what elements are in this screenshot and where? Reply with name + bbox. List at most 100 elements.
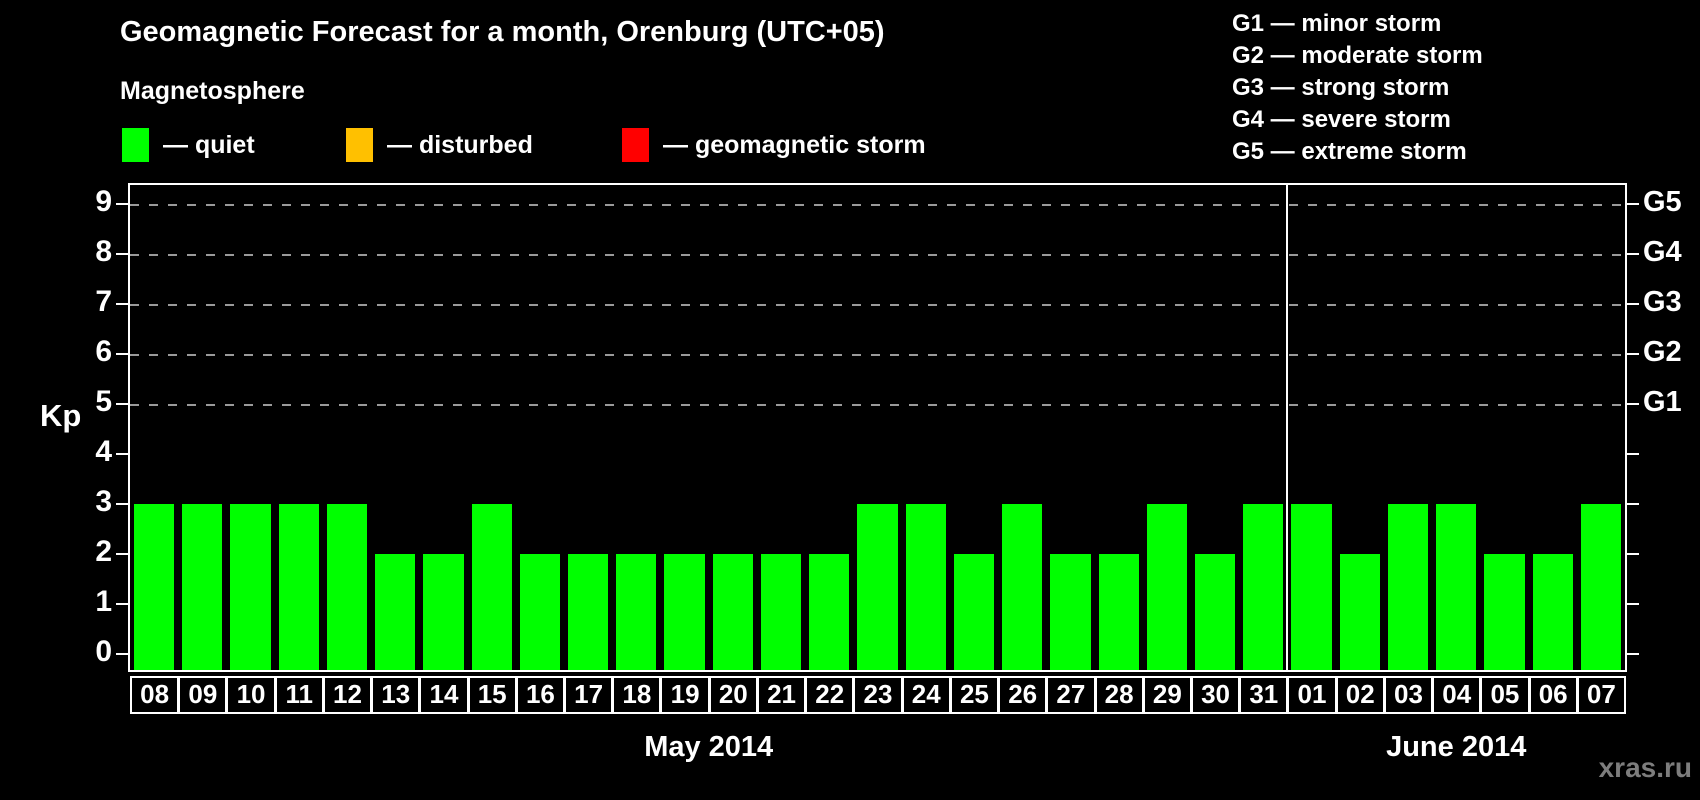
- day-label: 18: [612, 676, 662, 714]
- y-tick-label: 7: [95, 285, 112, 318]
- y-axis-tick: [116, 403, 128, 405]
- day-label: 16: [515, 676, 566, 714]
- right-axis-tick: [1627, 453, 1639, 455]
- y-tick-label: 8: [95, 235, 112, 268]
- day-label: 30: [1190, 676, 1241, 714]
- day-label: 05: [1480, 676, 1530, 714]
- y-axis-tick: [116, 453, 128, 455]
- kp-bar: [375, 554, 416, 670]
- legend-item-storm: — geomagnetic storm: [622, 126, 926, 164]
- g-scale-legend-line: G4 — severe storm: [1232, 106, 1451, 133]
- kp-bar: [809, 554, 850, 670]
- kp-bar: [471, 504, 512, 670]
- right-axis-tick: [1627, 603, 1639, 605]
- y-axis-tick: [116, 353, 128, 355]
- chart-area: 0 1 2 3 4 5 6 7 8 9 G1 G2 G3 G4 G5 08 09 10 11 12 13 14 15 16 17…: [95, 183, 1682, 763]
- day-label: 27: [1046, 676, 1096, 714]
- kp-bar: [1194, 554, 1236, 670]
- kp-bar: [712, 554, 753, 670]
- y-tick-label: 4: [95, 435, 112, 468]
- day-label: 20: [708, 676, 758, 714]
- g-scale-legend: G1 — minor storm G2 — moderate storm G3 …: [1232, 8, 1483, 168]
- kp-bar: [1291, 504, 1332, 670]
- legend-label-disturbed: — disturbed: [387, 130, 533, 159]
- month-separator-line: [1286, 185, 1289, 670]
- g-scale-legend-line: G3 — strong storm: [1232, 74, 1450, 101]
- right-axis-tick: [1627, 203, 1639, 205]
- day-label: 21: [756, 676, 807, 714]
- kp-bar: [1098, 554, 1139, 670]
- day-label: 08: [130, 676, 180, 714]
- y-axis-tick: [116, 203, 128, 205]
- g-scale-legend-line: G1 — minor storm: [1232, 10, 1442, 37]
- watermark: xras.ru: [1598, 752, 1692, 783]
- day-label: 28: [1094, 676, 1144, 714]
- day-label: 01: [1287, 676, 1337, 714]
- kp-bar: [1243, 504, 1284, 670]
- kp-bar: [1532, 554, 1573, 670]
- day-label: 22: [805, 676, 855, 714]
- right-axis-label-g4: G4: [1643, 236, 1682, 268]
- y-tick-label: 0: [95, 635, 112, 668]
- right-axis-tick: [1627, 303, 1639, 305]
- gridline-kp7: [130, 304, 1625, 306]
- right-axis-label-g3: G3: [1643, 286, 1682, 318]
- g-scale-legend-line: G5 — extreme storm: [1232, 138, 1467, 165]
- kp-bar: [326, 504, 368, 670]
- kp-bar: [1387, 504, 1429, 670]
- gridline-kp9: [130, 204, 1625, 206]
- legend-item-disturbed: — disturbed: [346, 126, 533, 164]
- y-axis-tick: [116, 603, 128, 605]
- y-tick-label: 5: [95, 385, 112, 418]
- kp-bar: [1580, 504, 1621, 670]
- day-label: 06: [1528, 676, 1578, 714]
- month-label: June 2014: [1386, 731, 1527, 763]
- day-label: 02: [1335, 676, 1385, 714]
- y-tick-label: 9: [95, 185, 112, 218]
- y-tick-label: 1: [95, 585, 112, 618]
- month-label: May 2014: [644, 731, 774, 763]
- day-label: 12: [322, 676, 373, 714]
- kp-bar: [182, 504, 223, 670]
- right-axis-tick: [1627, 353, 1639, 355]
- day-label: 03: [1383, 676, 1434, 714]
- legend-label-storm: — geomagnetic storm: [663, 130, 926, 159]
- y-tick-label: 2: [95, 535, 112, 568]
- right-axis-tick: [1627, 553, 1639, 555]
- disturbed-color-swatch: [346, 128, 373, 162]
- right-axis-tick: [1627, 653, 1639, 655]
- right-axis-tick: [1627, 503, 1639, 505]
- day-label: 14: [419, 676, 469, 714]
- gridline-kp6: [130, 354, 1625, 356]
- day-label: 15: [467, 676, 517, 714]
- y-axis-title: Kp: [40, 398, 82, 433]
- day-label: 09: [178, 676, 228, 714]
- day-label: 13: [371, 676, 421, 714]
- kp-bar: [230, 504, 271, 670]
- kp-bar: [1002, 504, 1043, 670]
- kp-bar: [1339, 554, 1380, 670]
- plot-area: 0 1 2 3 4 5 6 7 8 9 G1 G2 G3 G4 G5 08 09 10 11 12 13 14 15 16 17…: [95, 183, 1682, 714]
- kp-bar: [568, 554, 609, 670]
- kp-bar: [278, 504, 319, 670]
- day-label: 26: [998, 676, 1048, 714]
- kp-bar: [616, 554, 657, 670]
- kp-bar: [1146, 504, 1187, 670]
- kp-bar: [760, 554, 802, 670]
- day-label: 31: [1239, 676, 1289, 714]
- kp-bar: [664, 554, 705, 670]
- right-axis-label-g2: G2: [1643, 336, 1682, 368]
- y-axis-tick: [116, 553, 128, 555]
- gridline-kp5: [130, 404, 1625, 406]
- right-axis-label-g1: G1: [1643, 386, 1682, 418]
- kp-bar: [905, 504, 946, 670]
- y-axis-tick: [116, 303, 128, 305]
- right-axis-tick: [1627, 403, 1639, 405]
- day-label: 04: [1432, 676, 1482, 714]
- day-label: 25: [949, 676, 1000, 714]
- kp-bar: [134, 504, 175, 670]
- kp-bar: [953, 554, 995, 670]
- kp-bar: [1436, 504, 1477, 670]
- kp-bar: [519, 554, 561, 670]
- day-label: 17: [564, 676, 614, 714]
